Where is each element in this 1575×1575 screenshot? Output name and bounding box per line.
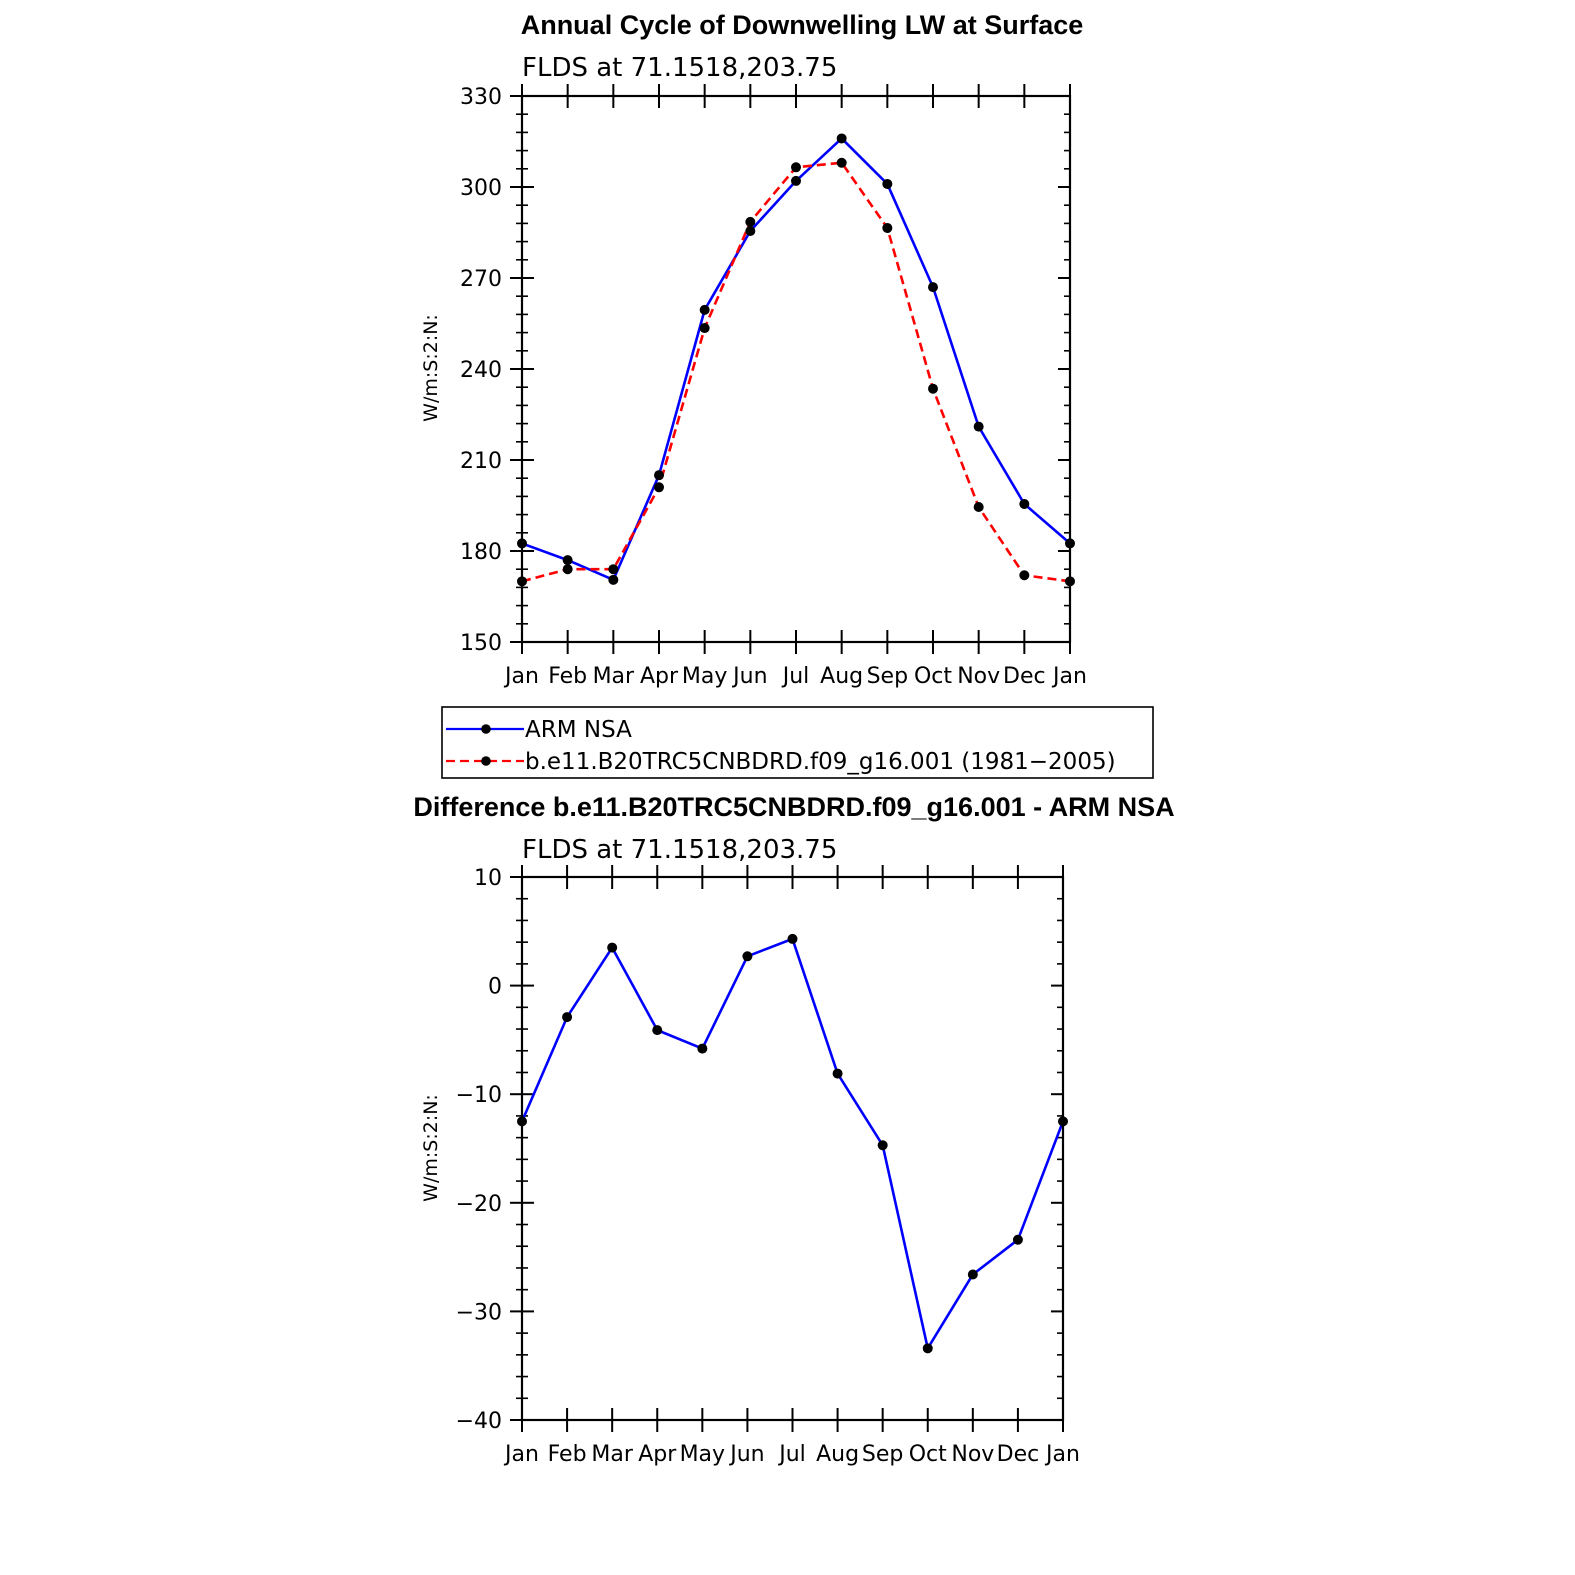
x-tick-label: Nov <box>957 664 1000 689</box>
legend-box <box>441 706 1154 779</box>
data-point <box>836 133 847 144</box>
y-tick-label: 0 <box>488 975 502 1000</box>
x-tick-label: Feb <box>548 664 587 689</box>
y-tick-label: −20 <box>456 1192 502 1217</box>
x-tick-label: Mar <box>593 664 635 689</box>
data-point <box>928 383 938 394</box>
x-tick-label: Jun <box>728 1442 764 1467</box>
chart-title: Annual Cycle of Downwelling LW at Surfac… <box>521 10 1084 40</box>
y-tick-label: 300 <box>460 176 502 201</box>
data-point <box>608 564 619 575</box>
data-point <box>836 157 847 168</box>
legend-label-arm-nsa: ARM NSA <box>525 717 632 743</box>
y-tick-label: 240 <box>460 358 502 383</box>
y-tick-label: 10 <box>474 866 502 891</box>
data-point <box>652 1025 663 1036</box>
data-point <box>562 1012 573 1023</box>
difference-chart: Difference b.e11.B20TRC5CNBDRD.f09_g16.0… <box>413 792 1174 1467</box>
legend: ARM NSA b.e11.B20TRC5CNBDRD.f09_g16.001 … <box>441 706 1154 779</box>
y-tick-label: −10 <box>456 1083 502 1108</box>
x-tick-label: Jan <box>1044 1442 1080 1467</box>
data-point <box>787 933 798 944</box>
data-point <box>882 222 893 233</box>
data-point <box>745 225 756 236</box>
data-point <box>791 175 801 186</box>
axis-ticks: 150 180 210 240 270 300 330 Jan Feb Mar Apr May Jun J… <box>460 84 1087 689</box>
x-tick-label: Nov <box>951 1442 994 1467</box>
series-layer <box>517 133 1075 587</box>
data-point <box>832 1068 843 1079</box>
data-point <box>697 1043 708 1054</box>
plot-frame <box>520 875 1065 1422</box>
x-tick-label: Feb <box>548 1442 587 1467</box>
x-tick-label: Apr <box>638 1442 677 1467</box>
y-tick-label: −40 <box>456 1409 502 1434</box>
legend-marker-arm-nsa <box>481 724 491 734</box>
data-point <box>608 574 619 585</box>
data-point <box>745 216 756 227</box>
x-tick-label: Aug <box>816 1442 859 1467</box>
chart-subtitle: FLDS at 71.1518,203.75 <box>522 835 837 865</box>
data-point <box>699 304 710 315</box>
x-tick-label: May <box>682 664 727 689</box>
chart-title: Difference b.e11.B20TRC5CNBDRD.f09_g16.0… <box>413 792 1174 822</box>
x-tick-label: Dec <box>1003 664 1046 689</box>
y-tick-label: −30 <box>456 1300 502 1325</box>
series-line-1 <box>521 161 1071 583</box>
data-point <box>882 178 893 189</box>
data-point <box>973 421 984 432</box>
data-point <box>922 1343 933 1354</box>
y-axis-label: W/m:S:2:N: <box>420 1094 442 1202</box>
x-tick-label: Jun <box>731 664 767 689</box>
legend-entry-model: b.e11.B20TRC5CNBDRD.f09_g16.001 (1981−20… <box>446 749 1116 775</box>
data-point <box>877 1140 888 1151</box>
data-point <box>654 470 664 481</box>
series-line-0 <box>520 937 1065 1350</box>
x-tick-label: Oct <box>914 664 952 689</box>
data-point <box>607 942 618 953</box>
data-point <box>973 502 984 513</box>
y-tick-label: 180 <box>460 540 502 565</box>
y-axis-label: W/m:S:2:N: <box>420 314 442 422</box>
data-point <box>742 951 753 962</box>
x-tick-label: Dec <box>997 1442 1040 1467</box>
x-tick-label: Sep <box>867 664 908 689</box>
data-point <box>928 282 938 293</box>
x-tick-label: Aug <box>820 664 863 689</box>
x-tick-label: Apr <box>640 664 679 689</box>
data-point <box>562 564 573 575</box>
data-point <box>1019 498 1030 509</box>
data-point <box>967 1269 978 1280</box>
x-tick-label: Oct <box>909 1442 947 1467</box>
x-tick-label: Jan <box>503 1442 539 1467</box>
series-layer <box>517 933 1068 1354</box>
x-tick-label: Jan <box>503 664 539 689</box>
legend-marker-model <box>481 756 491 766</box>
y-tick-label: 150 <box>460 631 502 656</box>
data-point <box>654 482 664 493</box>
annual-cycle-chart: Annual Cycle of Downwelling LW at Surfac… <box>420 10 1087 689</box>
x-tick-label: Jan <box>1051 664 1087 689</box>
legend-label-model: b.e11.B20TRC5CNBDRD.f09_g16.001 (1981−20… <box>525 749 1116 775</box>
x-tick-label: Jul <box>781 664 810 689</box>
x-tick-label: Jul <box>777 1442 806 1467</box>
data-point <box>791 162 801 173</box>
x-tick-label: May <box>680 1442 725 1467</box>
plot-frame <box>520 94 1072 644</box>
x-tick-label: Mar <box>591 1442 633 1467</box>
axis-ticks: −40 −30 −20 −10 0 10 Jan Feb Mar Apr May Jun Jul Aug S… <box>456 865 1080 1467</box>
y-tick-label: 210 <box>460 449 502 474</box>
legend-entry-arm-nsa: ARM NSA <box>446 717 632 743</box>
series-line-0 <box>521 137 1071 582</box>
data-point <box>562 555 573 566</box>
data-point <box>1012 1234 1023 1245</box>
y-tick-label: 270 <box>460 267 502 292</box>
data-point <box>1019 570 1030 581</box>
y-tick-label: 330 <box>460 85 502 110</box>
x-tick-label: Sep <box>862 1442 903 1467</box>
chart-subtitle: FLDS at 71.1518,203.75 <box>522 53 837 83</box>
data-point <box>699 323 710 334</box>
